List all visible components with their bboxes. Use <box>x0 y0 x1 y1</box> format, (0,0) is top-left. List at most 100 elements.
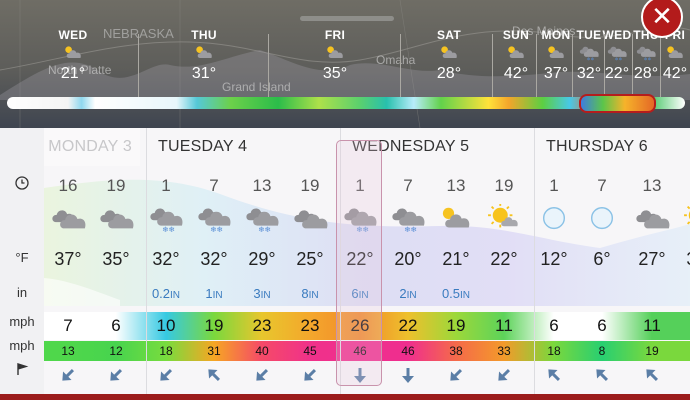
svg-text:❄❄: ❄❄ <box>644 57 652 62</box>
wind-gust-value: 8 <box>598 344 606 358</box>
temperature-value: 29° <box>248 249 276 269</box>
temperature-value: 6° <box>593 249 611 269</box>
overview-day-name: WED <box>58 28 88 42</box>
overview-day[interactable]: MON 37° <box>536 28 576 98</box>
hour-label: 1 <box>161 176 171 195</box>
snow-cloud-icon: ❄❄ <box>602 44 632 64</box>
day-header[interactable]: MONDAY 3 <box>48 138 132 155</box>
overview-day[interactable]: WED 21° <box>44 28 102 98</box>
hour-label: 7 <box>403 176 413 195</box>
temperature-value: 12° <box>540 249 568 269</box>
overview-day-divider <box>400 34 401 98</box>
overview-day-divider <box>138 34 139 98</box>
overview-day-temp: 37° <box>543 65 569 82</box>
overview-timeline-bar[interactable] <box>7 97 685 109</box>
wind-gust-value: 13 <box>61 344 75 358</box>
hour-label: 19 <box>676 176 690 196</box>
forecast-column[interactable]: 1 ❄❄ 22° 6IN 26 46 <box>336 166 384 394</box>
overview-day-temp: 32° <box>576 65 602 82</box>
overview-day[interactable]: FRI 42° <box>660 28 690 98</box>
drag-handle[interactable] <box>300 16 394 21</box>
forecast-column[interactable]: 7 6° 6 8 <box>578 166 626 394</box>
wind-speed-value: 23 <box>300 316 320 335</box>
wind-direction-arrow-icon <box>494 365 514 385</box>
sunny-cloud-icon <box>680 204 690 234</box>
forecast-columns[interactable]: MONDAY 3 TUESDAY 4 WEDNESDAY 5 THURSDAY 6 1… <box>44 128 690 394</box>
forecast-column[interactable]: 7 ❄❄ 32° 1IN 19 31 <box>190 166 238 394</box>
forecast-column[interactable]: 19 25° 8IN 23 45 <box>286 166 334 394</box>
forecast-column[interactable]: 1 ❄❄ 32° 0.2IN 10 18 <box>142 166 190 394</box>
forecast-overview[interactable]: NEBRASKA North Platte Grand Island Omaha… <box>0 0 690 128</box>
close-button[interactable]: ✕ <box>641 0 683 38</box>
wind-gust-value: 45 <box>303 344 317 358</box>
overview-day[interactable]: THU ❄❄ 28° <box>632 28 660 98</box>
day-divider <box>534 128 535 394</box>
forecast-column[interactable]: 13 27° 11 19 <box>628 166 676 394</box>
overview-day-divider <box>536 34 537 98</box>
overview-day-divider <box>268 34 269 98</box>
cloudy-icon <box>48 204 88 234</box>
wind-gust-value: 19 <box>676 341 690 361</box>
wind-speed-value: 23 <box>252 316 272 335</box>
overview-day[interactable]: WED ❄❄ 22° <box>602 28 632 98</box>
partly-cloudy-icon <box>306 44 364 64</box>
hour-label: 13 <box>446 176 466 195</box>
snowfall-value: 8IN <box>301 286 319 301</box>
partly-cloudy-icon <box>496 44 536 64</box>
wind-gust-band <box>44 341 690 361</box>
overview-day[interactable]: SAT 28° <box>420 28 478 98</box>
overview-day[interactable]: SUN 42° <box>496 28 536 98</box>
overview-day[interactable]: THU 31° <box>175 28 233 98</box>
forecast-column[interactable]: 13 ❄❄ 29° 3IN 23 40 <box>238 166 286 394</box>
forecast-column[interactable]: 19 35° 6 12 <box>92 166 140 394</box>
snowfall-value: 0.2IN <box>151 286 181 301</box>
snowfall-value: 6IN <box>351 286 369 301</box>
overview-day-name: SAT <box>436 28 461 42</box>
bottom-strip <box>0 394 690 400</box>
overview-day[interactable]: TUE ❄❄ 32° <box>574 28 604 98</box>
forecast-column[interactable]: 19 32° 11 19 <box>676 166 690 394</box>
past-day-shade <box>44 128 140 166</box>
wind-gust-value: 40 <box>255 344 269 358</box>
clock-icon <box>0 176 44 193</box>
partly-cloudy-icon <box>420 44 478 64</box>
hour-label: 16 <box>58 176 78 195</box>
wind-direction-arrow-icon <box>350 365 370 385</box>
overview-day-temp: 42° <box>503 65 529 82</box>
overview-selection-window[interactable] <box>579 94 656 113</box>
forecast-column[interactable]: 7 ❄❄ 20° 2IN 22 46 <box>384 166 432 394</box>
partly-cloudy-icon <box>660 44 690 64</box>
snowfall-value: 0.5IN <box>441 286 471 301</box>
hour-label: 13 <box>252 176 272 195</box>
partly-cloudy-icon <box>175 44 233 64</box>
wind-gust-value: 38 <box>449 344 463 358</box>
wind-speed-band <box>44 312 690 340</box>
temperature-value: 25° <box>296 249 324 269</box>
wind-speed-value: 11 <box>643 316 661 335</box>
row-labels: °F in mph mph <box>0 128 44 394</box>
overview-day[interactable]: FRI 35° <box>306 28 364 98</box>
overview-day-divider <box>572 34 573 98</box>
partly-cloudy-icon <box>436 204 476 234</box>
temperature-value: 21° <box>442 249 470 269</box>
forecast-column[interactable]: 1 12° 6 18 <box>530 166 578 394</box>
forecast-column[interactable]: 16 37° 7 13 <box>44 166 92 394</box>
overview-day-temp: 35° <box>322 65 348 82</box>
wind-direction-arrow-icon <box>252 365 272 385</box>
map-label-city: Des Moines <box>512 24 575 38</box>
temperature-value: 35° <box>102 249 130 269</box>
forecast-column[interactable]: 19 22° 11 33 <box>480 166 528 394</box>
day-header[interactable]: THURSDAY 6 <box>546 138 648 155</box>
wind-gust-value: 18 <box>159 344 173 358</box>
svg-text:❄❄: ❄❄ <box>356 225 369 234</box>
gust-unit-label: mph <box>9 338 35 353</box>
snow-cloud-icon: ❄❄ <box>340 204 380 234</box>
wind-direction-arrow-icon <box>642 365 662 385</box>
forecast-column[interactable]: 13 21° 0.5IN 19 38 <box>432 166 480 394</box>
wind-speed-value: 19 <box>204 316 224 335</box>
wind-unit-label: mph <box>9 314 35 329</box>
day-header[interactable]: TUESDAY 4 <box>158 138 248 155</box>
flag-icon <box>0 362 44 379</box>
temperature-value: 32° <box>200 249 228 269</box>
overview-day-divider <box>492 34 493 98</box>
